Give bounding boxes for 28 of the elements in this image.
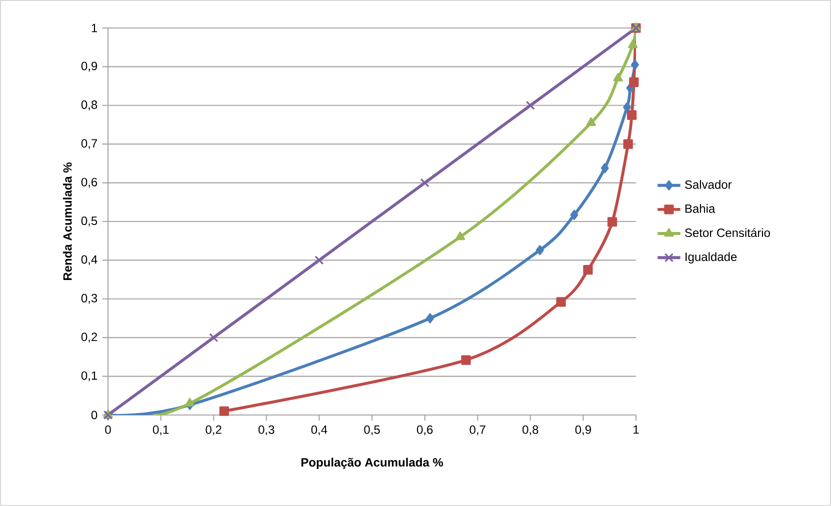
x-tick-label: 0,3 [258,425,274,436]
x-axis-title: População Acumulada % [301,458,444,469]
y-tick-label: 0,1 [81,371,98,382]
y-tick-label: 0,8 [81,100,98,110]
legend-label: Setor Censitário [685,228,770,238]
y-tick-label: 0,2 [81,332,97,343]
x-tick-label: 0,2 [206,425,222,436]
y-tick-label: 0,6 [81,178,98,188]
x-tick-label: 0,5 [364,425,380,436]
x-tick-label: 0,6 [416,425,433,436]
x-tick-label: 0,1 [152,425,169,436]
x-tick-label: 0,7 [470,425,486,436]
y-tick-label: 0,7 [81,139,97,150]
x-tick-label: 0,9 [575,425,591,436]
y-axis-title: Renda Acumulada % [62,162,72,280]
x-tick-label: 1 [634,425,639,434]
legend-label: Salvador [685,180,732,189]
y-tick-label: 0,4 [81,255,98,266]
y-tick-label: 0,3 [81,294,98,304]
legend-label: Bahia [685,204,716,213]
x-tick-label: 0,4 [311,425,328,436]
y-tick-label: 1 [92,24,98,32]
x-tick-label: 0,8 [522,425,538,436]
y-tick-label: 0 [91,410,98,420]
legend-label: Igualdade [686,252,737,264]
y-tick-label: 0,9 [81,62,98,72]
x-tick-label: 0 [105,425,111,434]
y-tick-label: 0,5 [81,216,98,226]
